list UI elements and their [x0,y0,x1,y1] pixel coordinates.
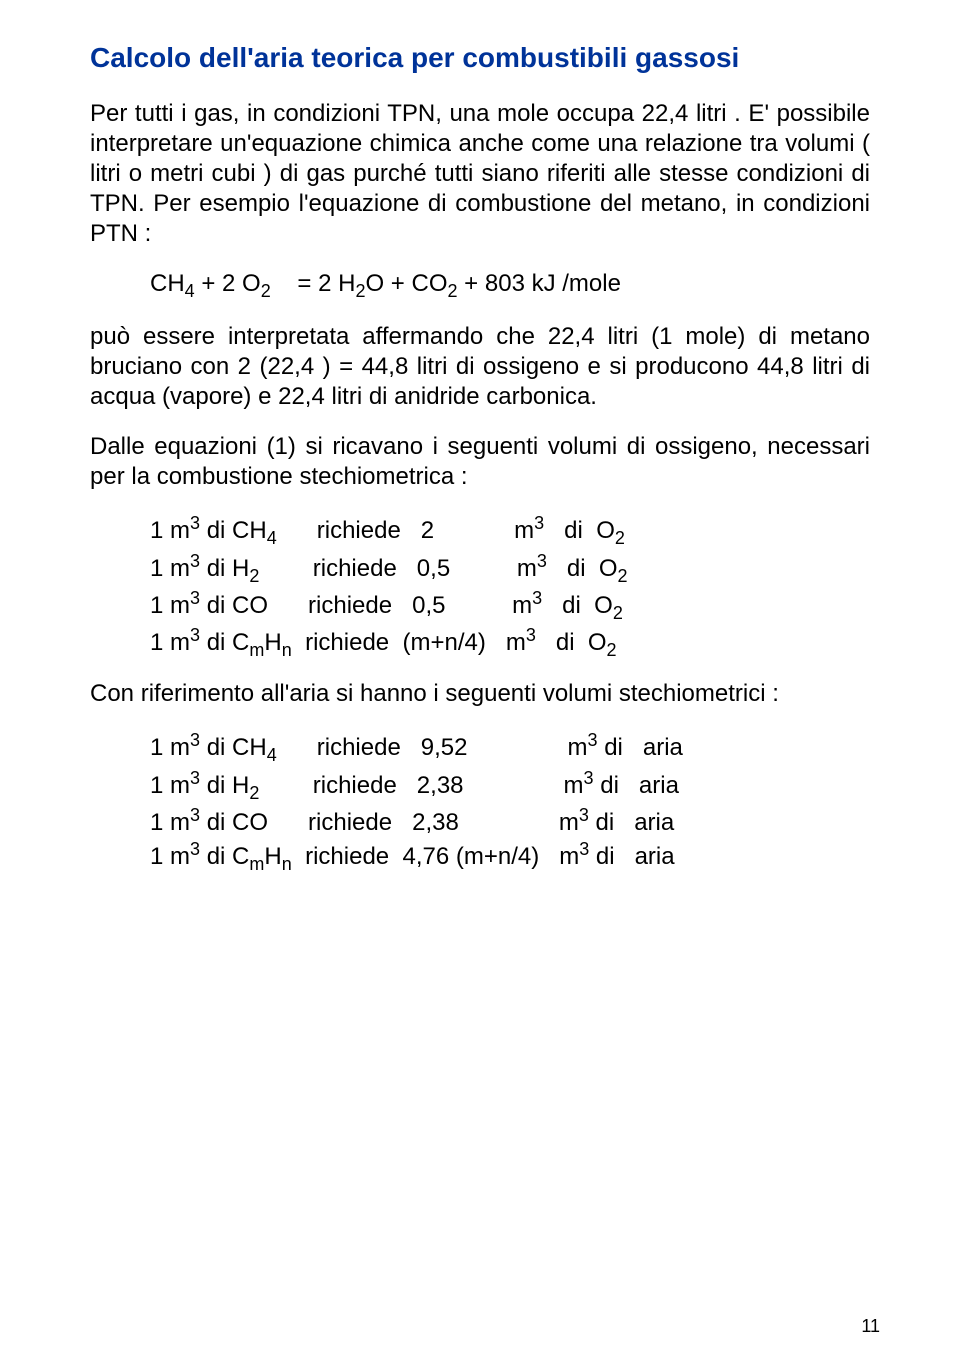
page-number: 11 [861,1315,880,1338]
combustion-equation: CH4 + 2 O2 = 2 H2O + CO2 + 803 kJ /mole [150,269,870,302]
paragraph-interpretation: può essere interpretata affermando che 2… [90,322,870,412]
air-volumes-list: 1 m3 di CH4 richiede 9,52 m3 di aria 1 m… [150,729,870,875]
oxygen-volumes-list: 1 m3 di CH4 richiede 2 m3 di O2 1 m3 di … [150,512,870,661]
paragraph-oxygen-intro: Dalle equazioni (1) si ricavano i seguen… [90,432,870,492]
paragraph-intro: Per tutti i gas, in condizioni TPN, una … [90,99,870,249]
section-title: Calcolo dell'aria teorica per combustibi… [90,40,870,75]
paragraph-air-intro: Con riferimento all'aria si hanno i segu… [90,679,870,709]
